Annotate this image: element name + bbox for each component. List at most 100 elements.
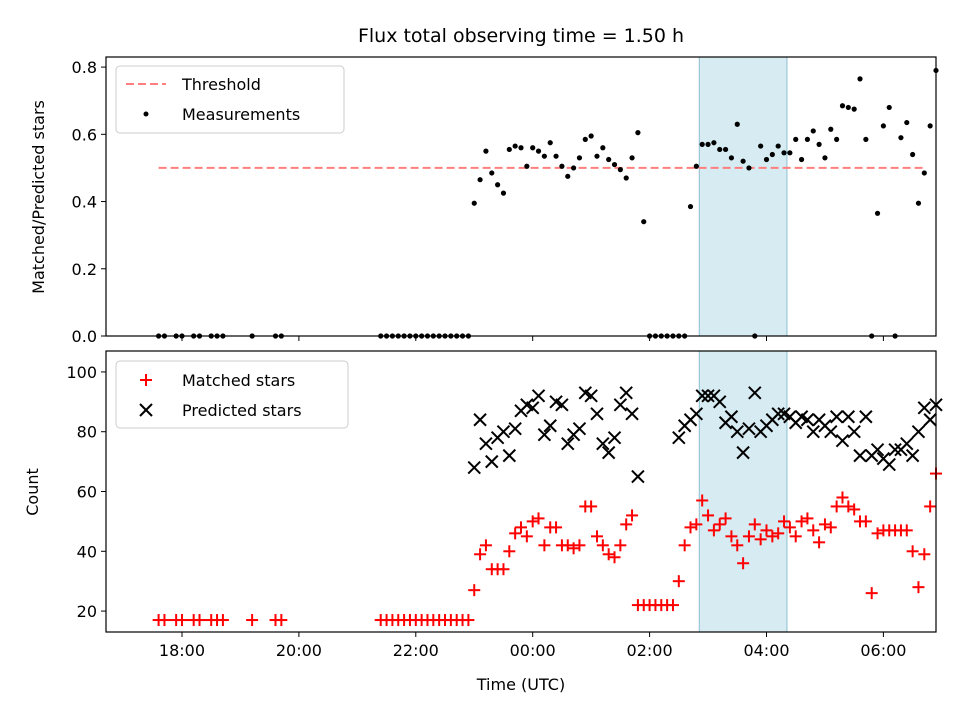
matched-star-point: [503, 545, 516, 558]
measurement-point: [600, 145, 606, 151]
matched-star-point: [614, 539, 627, 552]
measurement-point: [851, 106, 857, 112]
predicted-star-point: [619, 386, 633, 400]
measurement-point: [763, 156, 770, 163]
matched-star-point: [602, 548, 615, 561]
matched-star-point: [538, 539, 551, 552]
chart-title: Flux total observing time = 1.50 h: [358, 25, 684, 47]
predicted-star-point: [824, 425, 838, 439]
matched-star-point: [766, 530, 779, 543]
measurement-point: [793, 136, 799, 142]
measurement-point: [477, 177, 483, 183]
matched-star-point: [216, 614, 229, 627]
predicted-star-point: [806, 425, 820, 439]
predicted-star-point: [525, 401, 540, 415]
measurement-point: [717, 146, 723, 153]
predicted-star-point: [841, 410, 856, 424]
measurement-point: [559, 163, 565, 169]
matched-star-point: [748, 518, 761, 531]
x-tick-label: 22:00: [393, 641, 439, 660]
matched-star-point: [275, 614, 288, 627]
predicted-star-point: [736, 445, 750, 460]
matched-star-point: [801, 512, 814, 525]
predicted-star-point: [859, 410, 873, 424]
measurement-point: [880, 123, 886, 129]
y-tick-label: 0.8: [72, 58, 97, 77]
y-tick-label: 80: [77, 423, 97, 442]
legend-box-ratio: [115, 65, 345, 134]
measurement-point: [471, 200, 477, 206]
matched-star-point: [731, 539, 744, 552]
predicted-star-point: [496, 425, 511, 439]
matched-star-point: [626, 509, 639, 522]
measurement-point: [839, 103, 846, 109]
matched-star-point: [719, 512, 732, 525]
predicted-star-point: [748, 386, 762, 400]
matched-star-point: [497, 563, 510, 576]
measurement-point: [728, 155, 735, 161]
measurement-point: [699, 141, 705, 147]
measurement-point: [606, 156, 612, 163]
matched-star-point: [696, 494, 709, 507]
axes-frame-ratio: [105, 56, 937, 337]
x-tick-label: 00:00: [510, 641, 556, 660]
measurement-point: [863, 136, 869, 142]
legend-count: Matched stars Predicted stars: [115, 360, 349, 429]
predicted-star-point: [601, 445, 616, 460]
predicted-star-point: [917, 401, 932, 415]
matched-star-point: [532, 512, 545, 525]
matched-star-point: [795, 515, 808, 528]
matched-star-point: [737, 557, 750, 570]
matched-star-point: [871, 527, 884, 540]
matched-star-point: [608, 551, 621, 564]
measurement-point: [810, 128, 816, 134]
matched-star-point: [474, 548, 487, 561]
predicted-star-point: [835, 433, 850, 448]
measurement-point: [687, 203, 694, 210]
measurement-point: [553, 153, 559, 159]
matched-star-point: [713, 518, 726, 531]
measurement-point: [705, 141, 711, 147]
matched-star-point: [842, 500, 855, 513]
matched-star-point: [772, 527, 785, 540]
predicted-star-point: [870, 442, 885, 457]
measurement-point: [495, 182, 501, 188]
legend-threshold-label: Threshold: [181, 75, 261, 94]
legend-matched-label: Matched stars: [182, 371, 295, 390]
measurement-point: [834, 136, 840, 142]
matched-star-point: [789, 530, 802, 543]
measurement-point: [506, 146, 512, 153]
measurement-point: [547, 140, 553, 146]
measurement-point: [500, 190, 507, 196]
matched-star-point: [924, 500, 937, 513]
matched-star-point: [778, 515, 791, 528]
measurement-point: [611, 161, 618, 168]
axes-frame-count: [105, 350, 937, 633]
matched-star-point: [702, 509, 715, 522]
y-tick-label: 100: [66, 363, 97, 382]
predicted-star-point: [502, 448, 517, 463]
matched-star-point: [684, 521, 697, 534]
predicted-star-point: [742, 422, 756, 436]
matched-star-point: [596, 539, 609, 552]
matched-star-point: [585, 500, 598, 513]
matched-star-point: [666, 599, 679, 612]
y-tick-label: 40: [77, 542, 97, 561]
y-tick-label: 20: [77, 602, 97, 621]
predicted-star-point: [584, 389, 598, 403]
measurement-point: [582, 136, 588, 142]
measurement-point: [804, 136, 811, 142]
legend-box-count: [115, 360, 349, 429]
x-ticks-ratio: [181, 336, 884, 341]
predicted-star-point: [555, 398, 569, 412]
predicted-star-point: [508, 422, 522, 436]
measurement-point: [769, 151, 775, 158]
measurement-point: [530, 145, 536, 151]
matched-star-point: [567, 542, 580, 555]
matched-star-point: [830, 500, 843, 513]
legend-predicted-swatch: [139, 403, 153, 417]
observing-window-highlight: [698, 56, 788, 337]
measurement-point: [693, 163, 699, 169]
matched-star-point: [509, 527, 522, 540]
measurement-point: [822, 155, 828, 161]
